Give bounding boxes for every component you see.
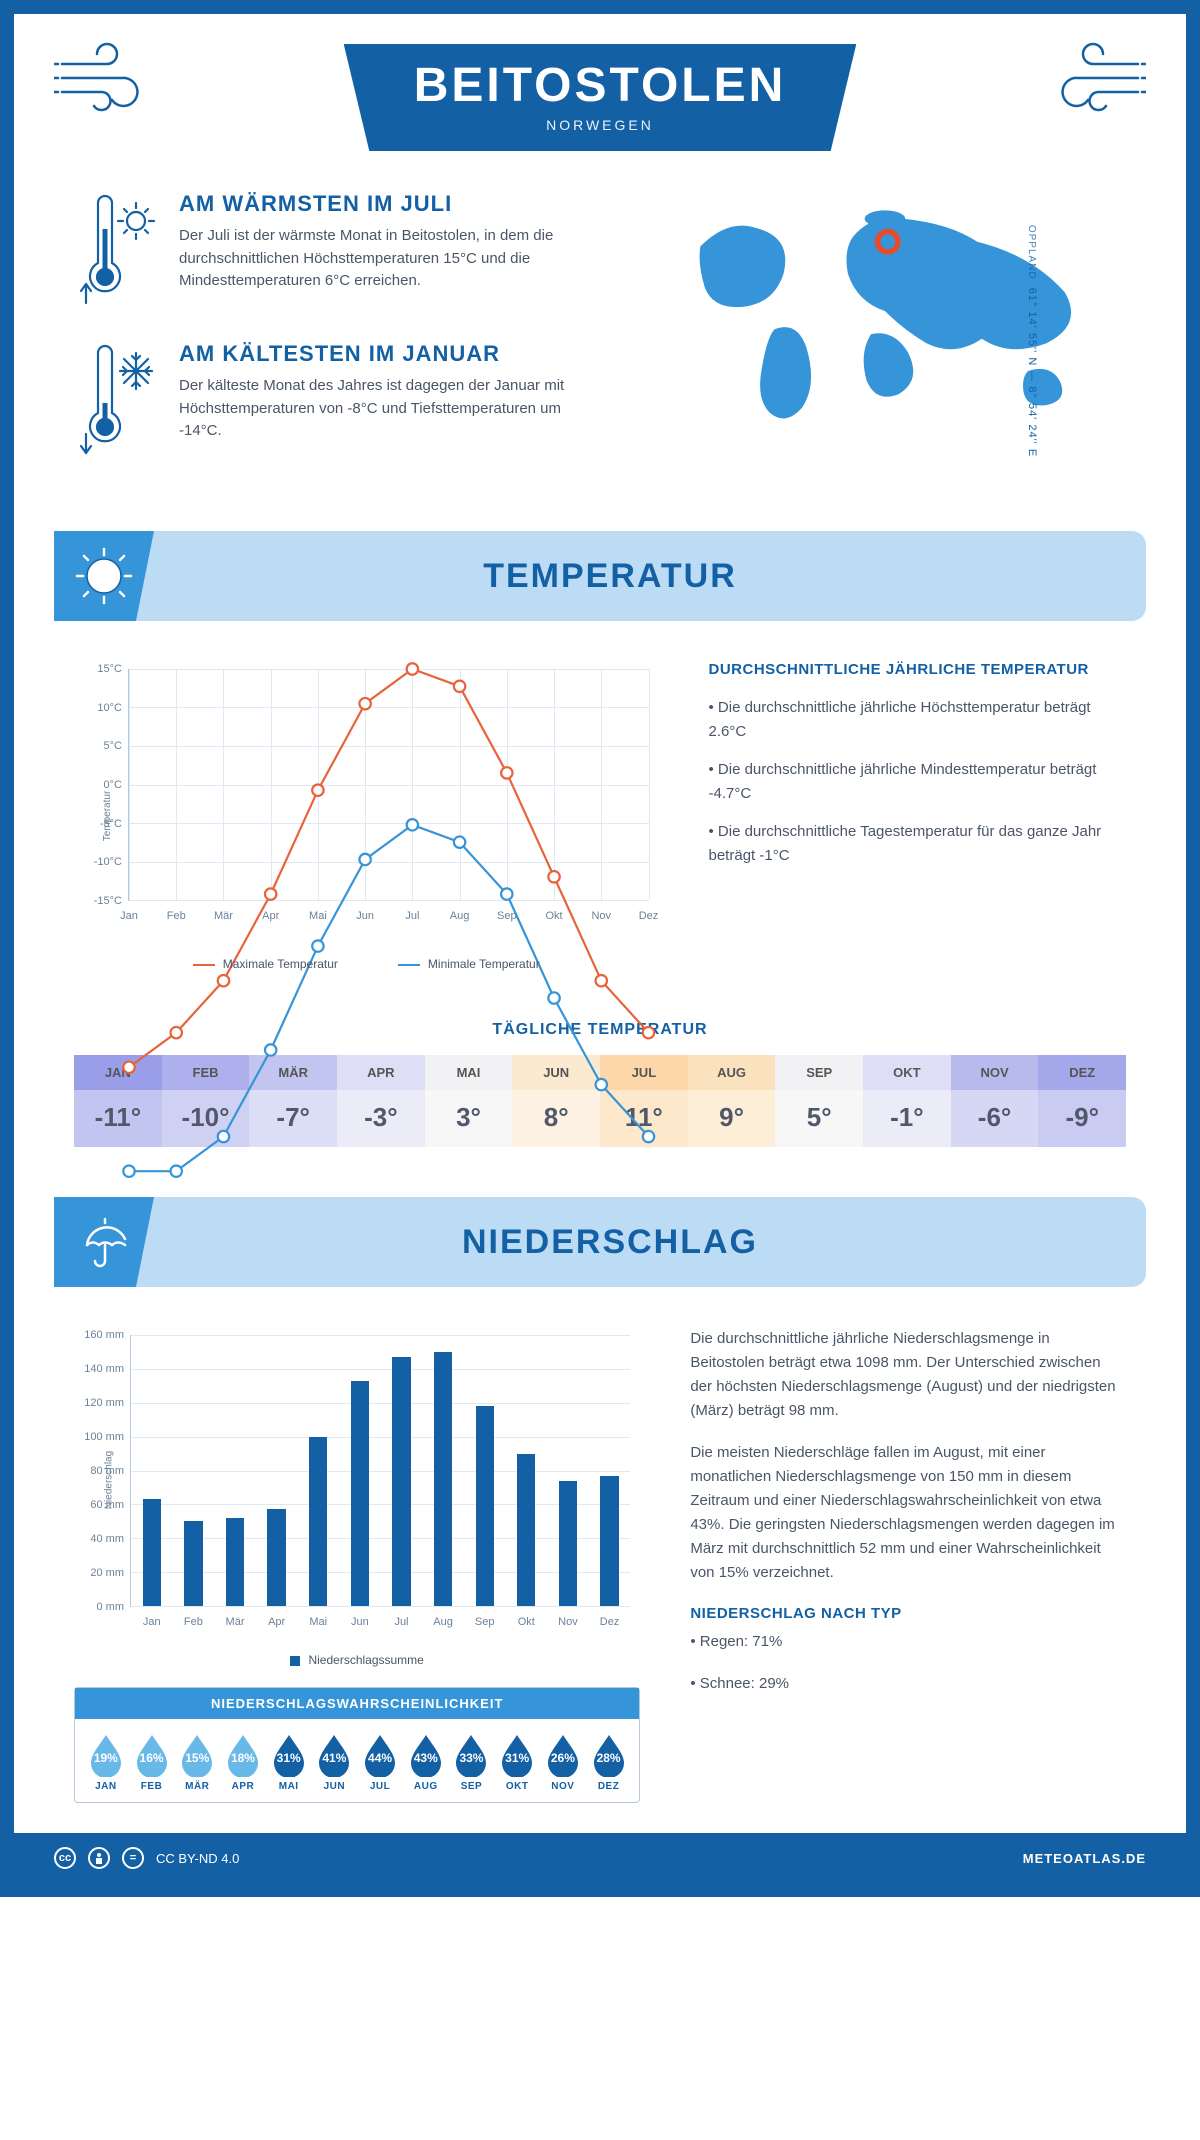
section-title: TEMPERATUR [154, 557, 1146, 596]
bar [267, 1509, 285, 1606]
temperature-line-chart: Temperatur JanFebMärAprMaiJunJulAugSepOk… [74, 661, 659, 971]
warm-title: AM WÄRMSTEN IM JULI [179, 191, 604, 217]
temp-table-col: OKT-1° [863, 1055, 951, 1147]
temperature-summary: DURCHSCHNITTLICHE JÄHRLICHE TEMPERATUR •… [709, 661, 1127, 971]
nd-icon: = [122, 1847, 144, 1869]
prob-col: 19%JAN [83, 1733, 129, 1792]
prob-col: 26%NOV [540, 1733, 586, 1792]
precipitation-banner: NIEDERSCHLAG [54, 1197, 1146, 1287]
prob-col: 18%APR [220, 1733, 266, 1792]
precipitation-summary: Die durchschnittliche jährliche Niedersc… [690, 1327, 1126, 1803]
prob-col: 44%JUL [357, 1733, 403, 1792]
y-tick-label: -10°C [74, 856, 122, 868]
wind-icon [1036, 34, 1146, 114]
prob-col: 16%FEB [129, 1733, 175, 1792]
footer: cc = CC BY-ND 4.0 METEOATLAS.DE [14, 1833, 1186, 1883]
chart-legend: Niederschlagssumme [74, 1653, 640, 1667]
y-tick-label: 15°C [74, 663, 122, 675]
warm-season-block: AM WÄRMSTEN IM JULI Der Juli ist der wär… [74, 191, 604, 311]
bar [143, 1499, 161, 1606]
coordinates: OPPLAND 61° 14' 55'' N — 8° 54' 24'' E [1026, 225, 1038, 457]
bar [434, 1352, 452, 1606]
temp-table-col: AUG9° [688, 1055, 776, 1147]
y-tick-label: -5°C [74, 818, 122, 830]
sun-icon [54, 531, 154, 621]
temperature-banner: TEMPERATUR [54, 531, 1146, 621]
temp-table-col: SEP5° [775, 1055, 863, 1147]
thermometer-cold-icon [74, 341, 159, 461]
bar [559, 1481, 577, 1606]
prob-col: 43%AUG [403, 1733, 449, 1792]
bar [517, 1454, 535, 1606]
precipitation-bar-chart: Niederschlag JanFebMärAprMaiJunJulAugSep… [74, 1327, 640, 1667]
title-ribbon: BEITOSTOLEN NORWEGEN [344, 44, 857, 151]
y-tick-label: 5°C [74, 740, 122, 752]
bar [600, 1476, 618, 1606]
y-tick-label: 10°C [74, 702, 122, 714]
cc-icon: cc [54, 1847, 76, 1869]
bar [226, 1518, 244, 1606]
header: BEITOSTOLEN NORWEGEN [14, 14, 1186, 191]
bar [351, 1381, 369, 1606]
prob-col: 31%MAI [266, 1733, 312, 1792]
cold-text: Der kälteste Monat des Jahres ist dagege… [179, 375, 604, 443]
country-name: NORWEGEN [414, 117, 787, 133]
precipitation-probability-box: NIEDERSCHLAGSWAHRSCHEINLICHKEIT 19%JAN16… [74, 1687, 640, 1803]
bar [184, 1521, 202, 1606]
bar [476, 1406, 494, 1606]
prob-col: 15%MÄR [174, 1733, 220, 1792]
bar [309, 1437, 327, 1606]
temp-table-col: NOV-6° [951, 1055, 1039, 1147]
wind-icon [54, 34, 164, 114]
cold-title: AM KÄLTESTEN IM JANUAR [179, 341, 604, 367]
city-name: BEITOSTOLEN [414, 58, 787, 113]
warm-text: Der Juli ist der wärmste Monat in Beitos… [179, 225, 604, 293]
prob-col: 41%JUN [312, 1733, 358, 1792]
prob-col: 33%SEP [449, 1733, 495, 1792]
by-icon [88, 1847, 110, 1869]
temp-table-col: DEZ-9° [1038, 1055, 1126, 1147]
prob-col: 28%DEZ [586, 1733, 632, 1792]
prob-col: 31%OKT [494, 1733, 540, 1792]
thermometer-hot-icon [74, 191, 159, 311]
bar [392, 1357, 410, 1606]
world-map-block: OPPLAND 61° 14' 55'' N — 8° 54' 24'' E [644, 191, 1126, 491]
y-tick-label: -15°C [74, 895, 122, 907]
section-title: NIEDERSCHLAG [154, 1223, 1146, 1262]
world-map-icon [644, 191, 1126, 431]
umbrella-icon [54, 1197, 154, 1287]
cold-season-block: AM KÄLTESTEN IM JANUAR Der kälteste Mona… [74, 341, 604, 461]
site-name: METEOATLAS.DE [1023, 1851, 1146, 1866]
chart-legend: Maximale Temperatur Minimale Temperatur [74, 957, 659, 971]
license-text: CC BY-ND 4.0 [156, 1851, 239, 1866]
y-tick-label: 0°C [74, 779, 122, 791]
